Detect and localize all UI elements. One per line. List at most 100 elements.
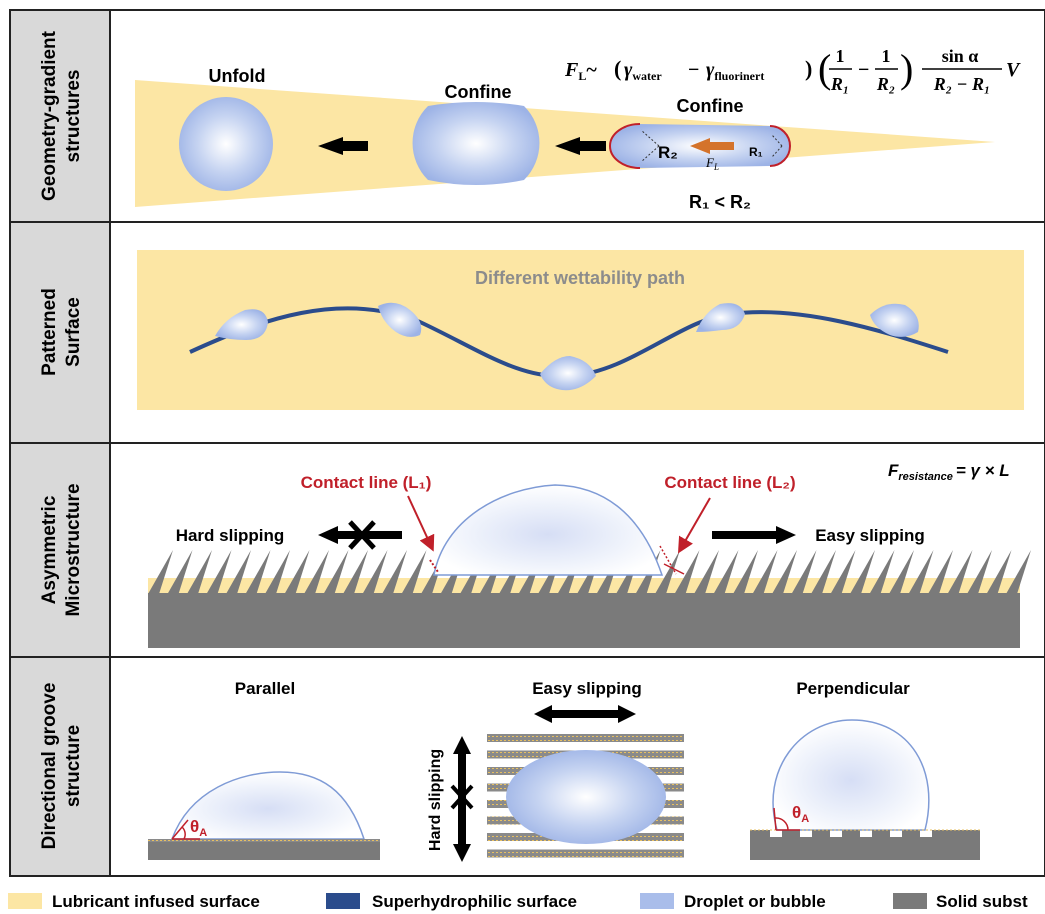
spike bbox=[265, 550, 290, 594]
spike bbox=[206, 550, 232, 594]
easy-slipping-top-label: Easy slipping bbox=[532, 679, 642, 698]
resistance-formula: Fresistance = γ × L bbox=[888, 461, 1010, 483]
spike bbox=[401, 550, 427, 594]
spike bbox=[713, 550, 739, 594]
svg-text:): ) bbox=[900, 46, 913, 91]
spike bbox=[908, 550, 934, 594]
spike bbox=[850, 550, 875, 594]
groove-droplet bbox=[506, 750, 666, 844]
blocked-cross-icon bbox=[348, 520, 376, 550]
legend-swatch-superhydrophilic bbox=[326, 893, 360, 909]
path-droplet bbox=[696, 303, 745, 332]
parallel-substrate bbox=[148, 842, 380, 860]
spike bbox=[148, 550, 173, 594]
hard-slipping-vertical-label: Hard slipping bbox=[427, 749, 444, 851]
perpendicular-label: Perpendicular bbox=[796, 679, 910, 698]
row-label-asymmetric: Asymmetric Microstructure bbox=[39, 483, 84, 616]
spike bbox=[947, 550, 973, 594]
path-droplet bbox=[215, 309, 268, 340]
table-frame bbox=[9, 9, 1045, 877]
svg-text:R₁: R₁ bbox=[830, 74, 849, 94]
path-droplet bbox=[540, 356, 596, 391]
spike bbox=[167, 550, 193, 594]
svg-text:Geometry-gradient: Geometry-gradient bbox=[39, 30, 60, 201]
groove-stripe bbox=[487, 734, 684, 742]
path-droplet bbox=[870, 303, 919, 337]
panel-patterned-surface: Different wettability path bbox=[137, 250, 1024, 410]
svg-text:Directional groove: Directional groove bbox=[39, 683, 60, 850]
panel-asymmetric-microstructure: Contact line (L₁) Contact line (L₂) Hard… bbox=[148, 461, 1031, 648]
perpendicular-substrate bbox=[750, 830, 980, 860]
svg-text:Microstructure: Microstructure bbox=[63, 483, 84, 616]
r1-label: R₁ bbox=[749, 145, 763, 159]
path-droplet bbox=[378, 302, 422, 337]
spike bbox=[986, 550, 1012, 594]
legend-label-droplet: Droplet or bubble bbox=[684, 892, 826, 911]
svg-text:sin α: sin α bbox=[942, 46, 979, 66]
svg-text:structures: structures bbox=[63, 70, 84, 163]
easy-slipping-label: Easy slipping bbox=[815, 526, 925, 545]
radius-relation: R₁ < R₂ bbox=[689, 192, 751, 212]
spike bbox=[1006, 550, 1031, 594]
svg-text:FL~: FL~ bbox=[564, 59, 597, 83]
r2-label: R₂ bbox=[658, 143, 678, 162]
svg-text:−: − bbox=[858, 59, 869, 81]
svg-text:R₂ − R₁: R₂ − R₁ bbox=[933, 74, 990, 94]
svg-text:R₂: R₂ bbox=[876, 74, 895, 94]
force-formula: FL~ ( γwater − γfluorinert ) ( 1 R₁ − 1 … bbox=[564, 46, 1021, 94]
confine-right-label: Confine bbox=[677, 96, 744, 116]
row-label-patterned: Patterned Surface bbox=[39, 288, 84, 376]
parallel-groove-top bbox=[148, 839, 380, 844]
spike bbox=[382, 550, 407, 594]
legend: Lubricant infused surface Superhydrophil… bbox=[8, 892, 1028, 911]
legend-swatch-lubricant bbox=[8, 893, 42, 909]
hard-slipping-label: Hard slipping bbox=[176, 526, 285, 545]
legend-label-solid: Solid subst bbox=[936, 892, 1028, 911]
spike bbox=[791, 550, 817, 594]
blocked-cross-icon bbox=[450, 784, 474, 810]
row-label-geometry: Geometry-gradient structures bbox=[39, 30, 84, 201]
solid-substrate bbox=[148, 593, 1020, 648]
legend-label-superhydrophilic: Superhydrophilic surface bbox=[372, 892, 577, 911]
spike bbox=[811, 550, 836, 594]
contact-line-left-label: Contact line (L₁) bbox=[301, 473, 432, 492]
spike bbox=[245, 550, 271, 594]
spike bbox=[928, 550, 953, 594]
parallel-droplet bbox=[170, 771, 366, 840]
confine-left-label: Confine bbox=[445, 82, 512, 102]
unfold-label: Unfold bbox=[209, 66, 266, 86]
easy-slip-arrow bbox=[712, 526, 796, 544]
legend-swatch-droplet bbox=[640, 893, 674, 909]
contact-line-right-label: Contact line (L₂) bbox=[664, 473, 795, 492]
svg-text:Asymmetric: Asymmetric bbox=[39, 495, 60, 604]
spike bbox=[226, 550, 251, 594]
perpendicular-droplet bbox=[772, 719, 930, 831]
svg-text:1: 1 bbox=[836, 46, 845, 66]
svg-text:Hard slipping: Hard slipping bbox=[427, 749, 444, 851]
svg-text:(: ( bbox=[614, 56, 621, 81]
theta-right-label: θA bbox=[792, 803, 809, 825]
spike bbox=[772, 550, 797, 594]
svg-text:1: 1 bbox=[882, 46, 891, 66]
spike bbox=[733, 550, 758, 594]
svg-text:structure: structure bbox=[63, 725, 84, 807]
spike bbox=[362, 550, 388, 594]
spike bbox=[323, 550, 349, 594]
legend-swatch-solid bbox=[893, 893, 927, 909]
force-arrow bbox=[690, 138, 734, 154]
svg-text:(: ( bbox=[818, 46, 831, 91]
svg-text:−: − bbox=[688, 59, 699, 81]
svg-text:): ) bbox=[805, 56, 812, 81]
spike bbox=[343, 550, 368, 594]
svg-text:γwater: γwater bbox=[624, 59, 662, 83]
droplet-cap bbox=[433, 484, 664, 576]
spike bbox=[304, 550, 329, 594]
easy-slip-double-arrow bbox=[534, 705, 636, 723]
spike bbox=[752, 550, 778, 594]
svg-text:Surface: Surface bbox=[63, 297, 84, 367]
spike bbox=[655, 550, 680, 594]
panel-directional-groove: Parallel θA Easy slipping Hard slipping … bbox=[148, 679, 980, 862]
theta-left-label: θA bbox=[190, 817, 207, 839]
force-label: FL bbox=[705, 155, 719, 172]
